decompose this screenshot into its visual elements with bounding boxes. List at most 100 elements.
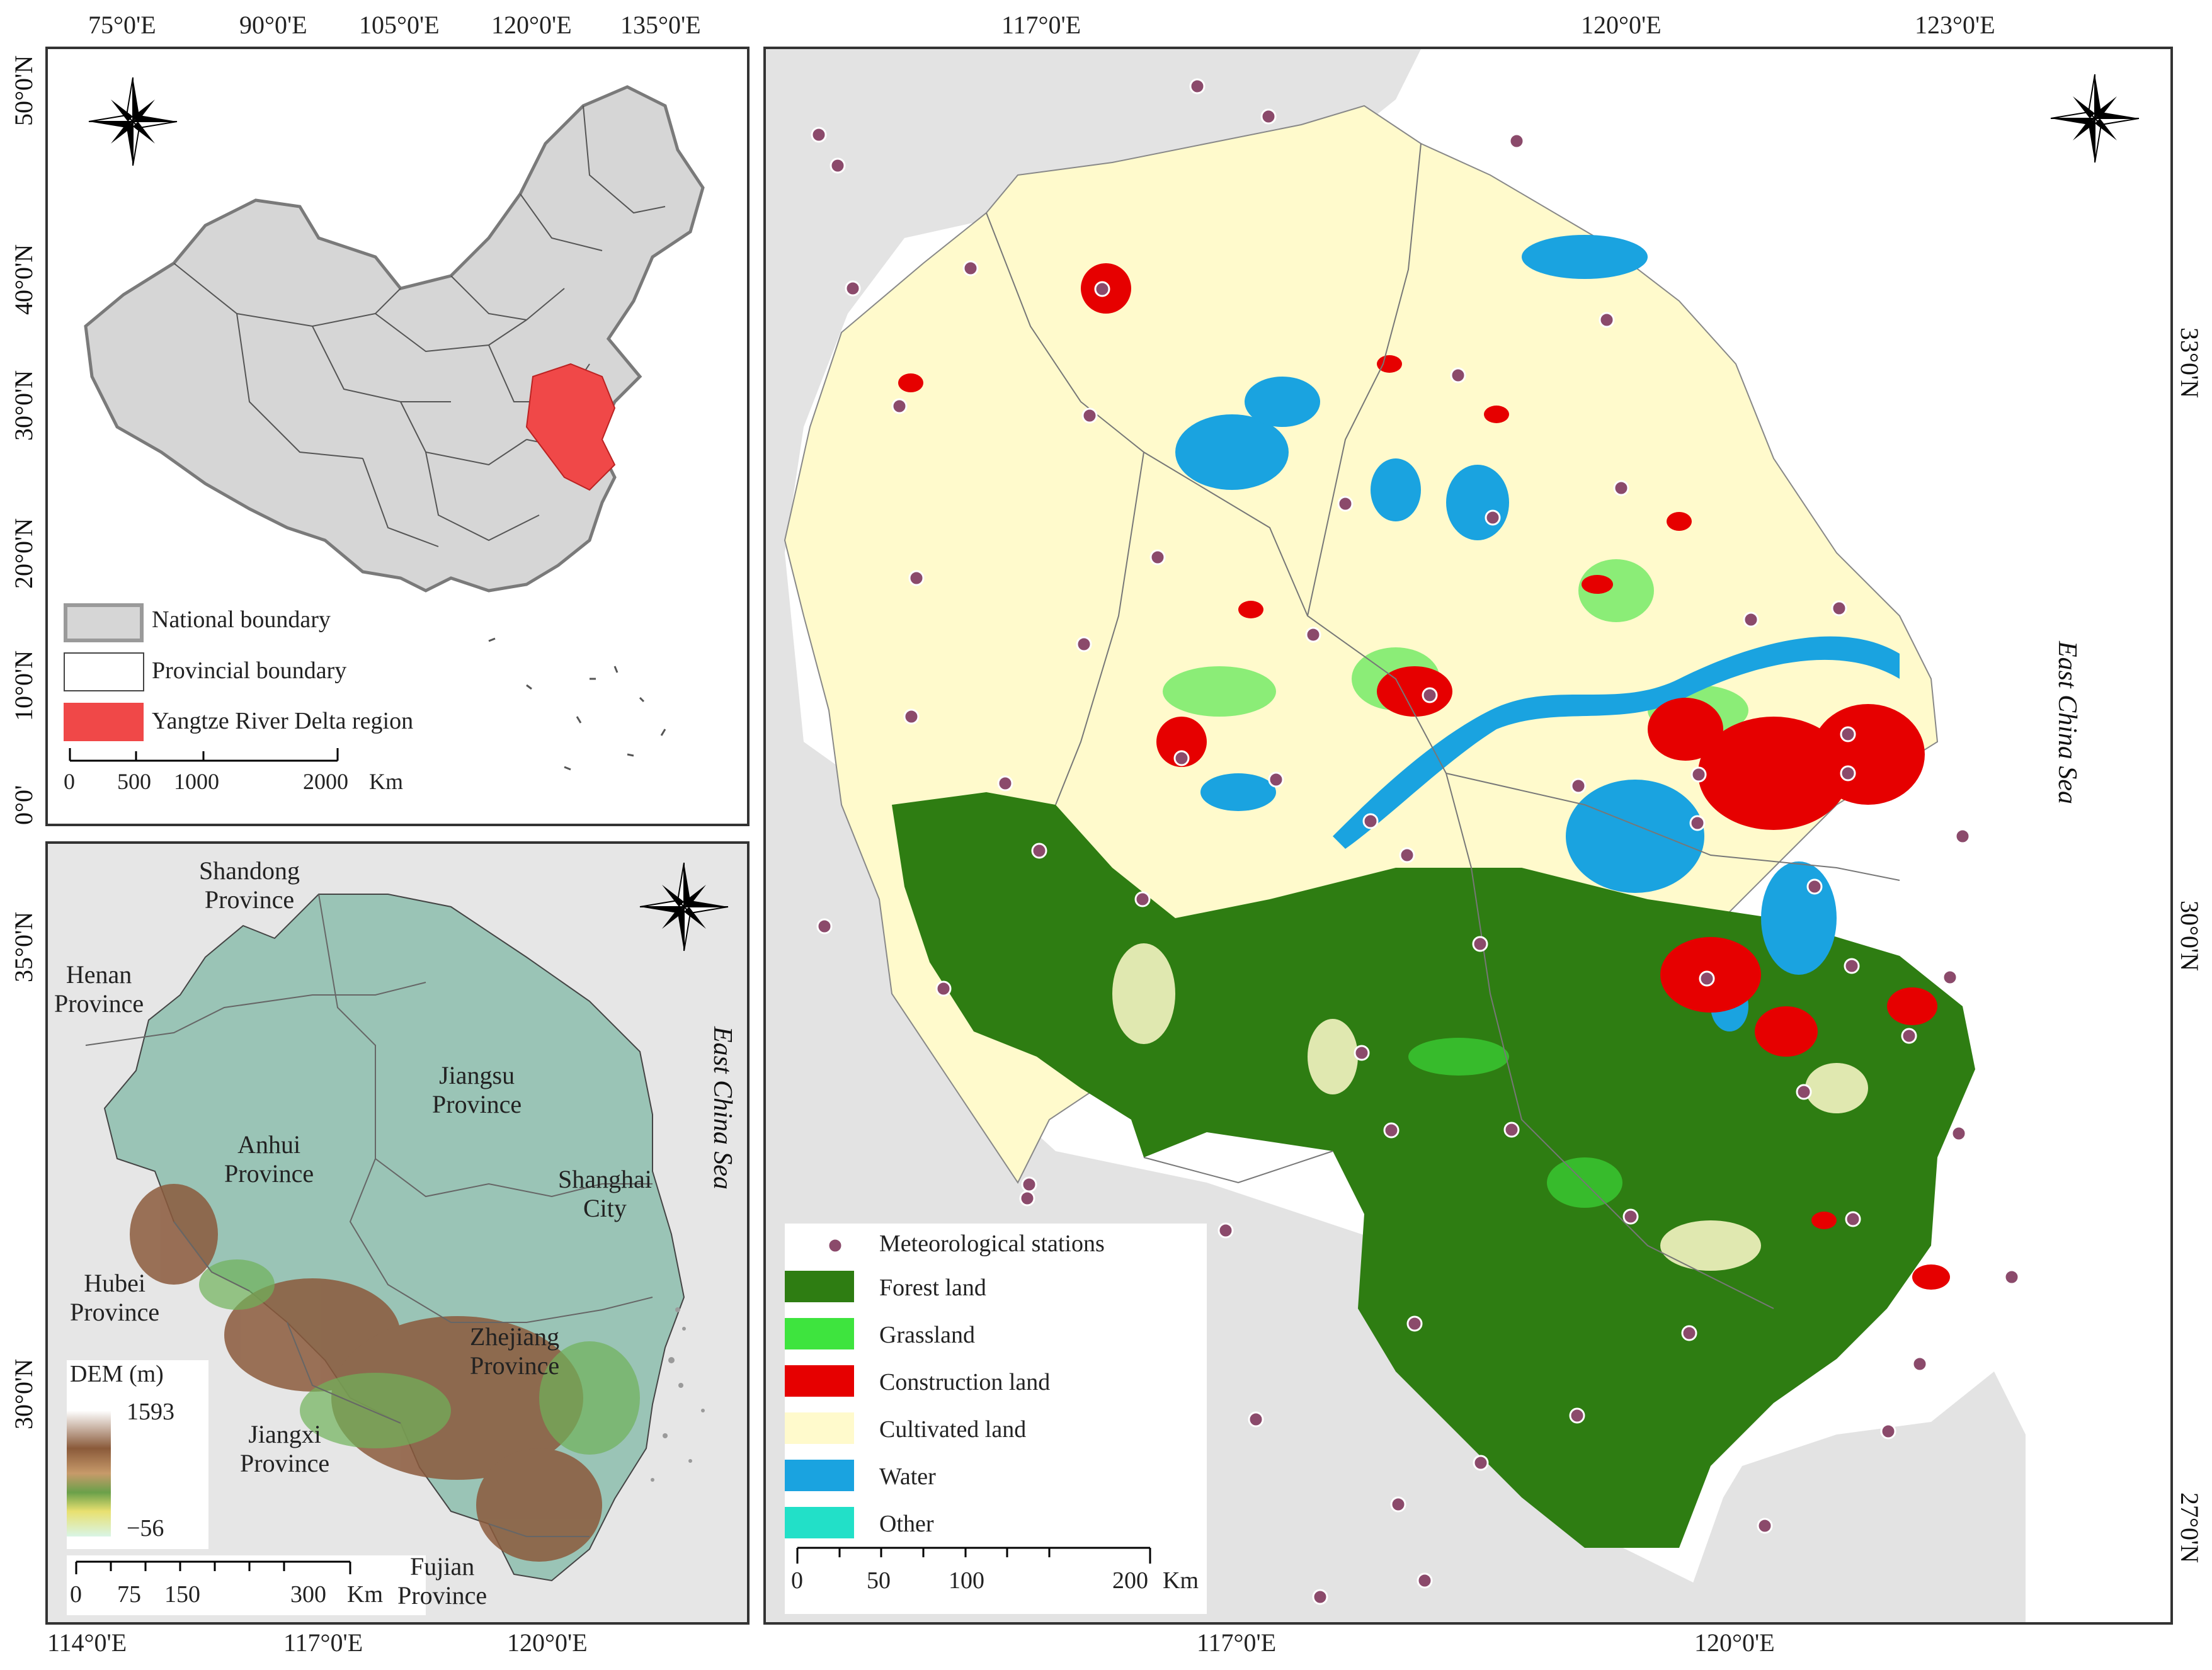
china-scale-bar <box>69 748 339 762</box>
legend-swatch-forest <box>785 1271 854 1302</box>
main-top-axis-label: 117°0'E <box>1001 11 1081 39</box>
china-left-axis-label: 40°0'N <box>9 244 38 315</box>
north-arrow-icon <box>639 862 729 951</box>
meteorological-stations <box>811 78 2020 1605</box>
china-scale-unit: Km <box>369 769 403 794</box>
legend-swatch-yrd <box>64 703 144 741</box>
main-scale-label-0: 0 <box>791 1567 803 1594</box>
china-map <box>69 77 705 771</box>
legend-label-construction: Construction land <box>879 1369 1051 1395</box>
main-scale-background: 0 50 100 200 Km <box>785 1538 1207 1614</box>
province-label: Shandong Province <box>199 856 300 914</box>
main-right-axis-label: 30°0'N <box>2175 900 2204 972</box>
china-top-axis-label: 75°0'E <box>88 11 156 39</box>
province-label: Henan Province <box>54 960 144 1018</box>
china-left-axis-label: 20°0'N <box>9 518 38 589</box>
province-label: Hubei Province <box>70 1269 160 1326</box>
dem-left-axis-label: 30°0'N <box>9 1358 38 1429</box>
legend-label-provincial: Provincial boundary <box>152 657 347 684</box>
china-top-axis-label: 90°0'E <box>239 11 307 39</box>
main-top-axis-label: 123°0'E <box>1915 11 1995 39</box>
china-national-boundary <box>84 85 705 593</box>
legend-swatch-construction <box>785 1365 854 1397</box>
china-left-axis-label: 0°0' <box>9 785 38 825</box>
legend-swatch-national <box>64 603 144 642</box>
landuse-map <box>766 49 2170 1622</box>
province-label: Jiangsu Province <box>432 1061 522 1118</box>
north-arrow-icon <box>2050 74 2140 163</box>
dem-province-boundaries <box>85 894 653 1537</box>
china-left-axis-label: 30°0'N <box>9 370 38 441</box>
dem-scale-label-2: 150 <box>164 1581 200 1608</box>
dem-inset-panel: Shandong Province Henan Province Jiangsu… <box>45 841 750 1625</box>
dem-legend-title: DEM (m) <box>70 1361 164 1387</box>
main-bottom-axis-label: 117°0'E <box>1197 1628 1277 1657</box>
main-scale-label-3: 200 <box>1112 1567 1148 1594</box>
main-scale-label-2: 100 <box>949 1567 984 1594</box>
china-top-axis-label: 105°0'E <box>359 11 440 39</box>
legend-swatch-water <box>785 1460 854 1491</box>
admin-boundaries <box>986 143 1900 1309</box>
legend-swatch-other <box>785 1507 854 1538</box>
legend-label-water: Water <box>879 1463 936 1490</box>
sea-label: East China Sea <box>2053 641 2082 804</box>
main-landuse-map-panel: Meteorological stations Forest land Gras… <box>763 47 2173 1625</box>
main-top-axis-label: 120°0'E <box>1581 11 1662 39</box>
legend-label-yrd: Yangtze River Delta region <box>152 708 414 734</box>
cultivated-patches <box>1112 943 1868 1271</box>
north-arrow-icon <box>88 77 178 166</box>
dem-legend-max: 1593 <box>127 1399 174 1425</box>
legend-swatch-grassland <box>785 1318 854 1349</box>
dem-legend-min: −56 <box>127 1515 164 1542</box>
dem-lowland-areas <box>199 1259 640 1455</box>
main-right-axis-label: 27°0'N <box>2175 1492 2204 1564</box>
south-sea-islands <box>488 637 666 771</box>
landuse-legend: Meteorological stations Forest land Gras… <box>785 1224 1207 1538</box>
dem-left-axis-label: 35°0'N <box>9 911 38 982</box>
dem-scale-label-0: 0 <box>70 1581 82 1608</box>
main-right-axis-label: 33°0'N <box>2175 327 2204 399</box>
legend-label-grassland: Grassland <box>879 1322 975 1348</box>
province-label: Shanghai City <box>558 1165 652 1222</box>
dem-scale-bar <box>75 1560 351 1574</box>
china-left-axis-label: 10°0'N <box>9 650 38 721</box>
china-scale-label-1: 500 <box>117 769 151 794</box>
dem-bottom-axis-label: 114°0'E <box>47 1628 127 1657</box>
legend-label-other: Other <box>879 1511 934 1537</box>
legend-swatch-cultivated <box>785 1412 854 1444</box>
dem-map <box>48 844 747 1622</box>
dem-scale-label-1: 75 <box>117 1581 141 1608</box>
china-scale-label-2: 1000 <box>174 769 219 794</box>
station-legend-icon <box>797 1237 873 1254</box>
main-scale-label-1: 50 <box>867 1567 891 1594</box>
china-top-axis-label: 120°0'E <box>491 11 572 39</box>
china-scale-label-0: 0 <box>64 769 75 794</box>
construction-land <box>898 263 1950 1290</box>
yangtze-river-delta-region <box>525 363 616 491</box>
legend-swatch-provincial <box>64 652 144 691</box>
china-inset-panel: National boundary Provincial boundary Ya… <box>45 47 750 826</box>
water-bodies <box>1175 235 1900 1031</box>
china-top-axis-label: 135°0'E <box>620 11 701 39</box>
legend-label-cultivated: Cultivated land <box>879 1416 1027 1443</box>
main-bottom-axis-label: 120°0'E <box>1694 1628 1775 1657</box>
province-label: Anhui Province <box>224 1130 314 1188</box>
dem-scale-background <box>67 1555 426 1615</box>
province-label: Fujian Province <box>397 1552 487 1610</box>
dem-color-ramp <box>67 1411 111 1537</box>
main-scale-bar <box>796 1547 1151 1564</box>
dem-bottom-axis-label: 120°0'E <box>507 1628 588 1657</box>
legend-label-forest: Forest land <box>879 1275 986 1301</box>
china-scale-label-3: 2000 <box>303 769 348 794</box>
dem-scale-label-3: 300 <box>290 1581 326 1608</box>
legend-label-national: National boundary <box>152 606 331 633</box>
sea-label: East China Sea <box>708 1026 737 1190</box>
main-scale-unit: Km <box>1163 1567 1199 1594</box>
province-label: Zhejiang Province <box>470 1322 560 1380</box>
legend-label-stations: Meteorological stations <box>879 1230 1105 1257</box>
dem-scale-unit: Km <box>347 1581 383 1608</box>
surrounding-land-south <box>1679 1372 2026 1622</box>
china-left-axis-label: 50°0'N <box>9 55 38 126</box>
dem-bottom-axis-label: 117°0'E <box>283 1628 363 1657</box>
dem-islands <box>651 1307 705 1482</box>
